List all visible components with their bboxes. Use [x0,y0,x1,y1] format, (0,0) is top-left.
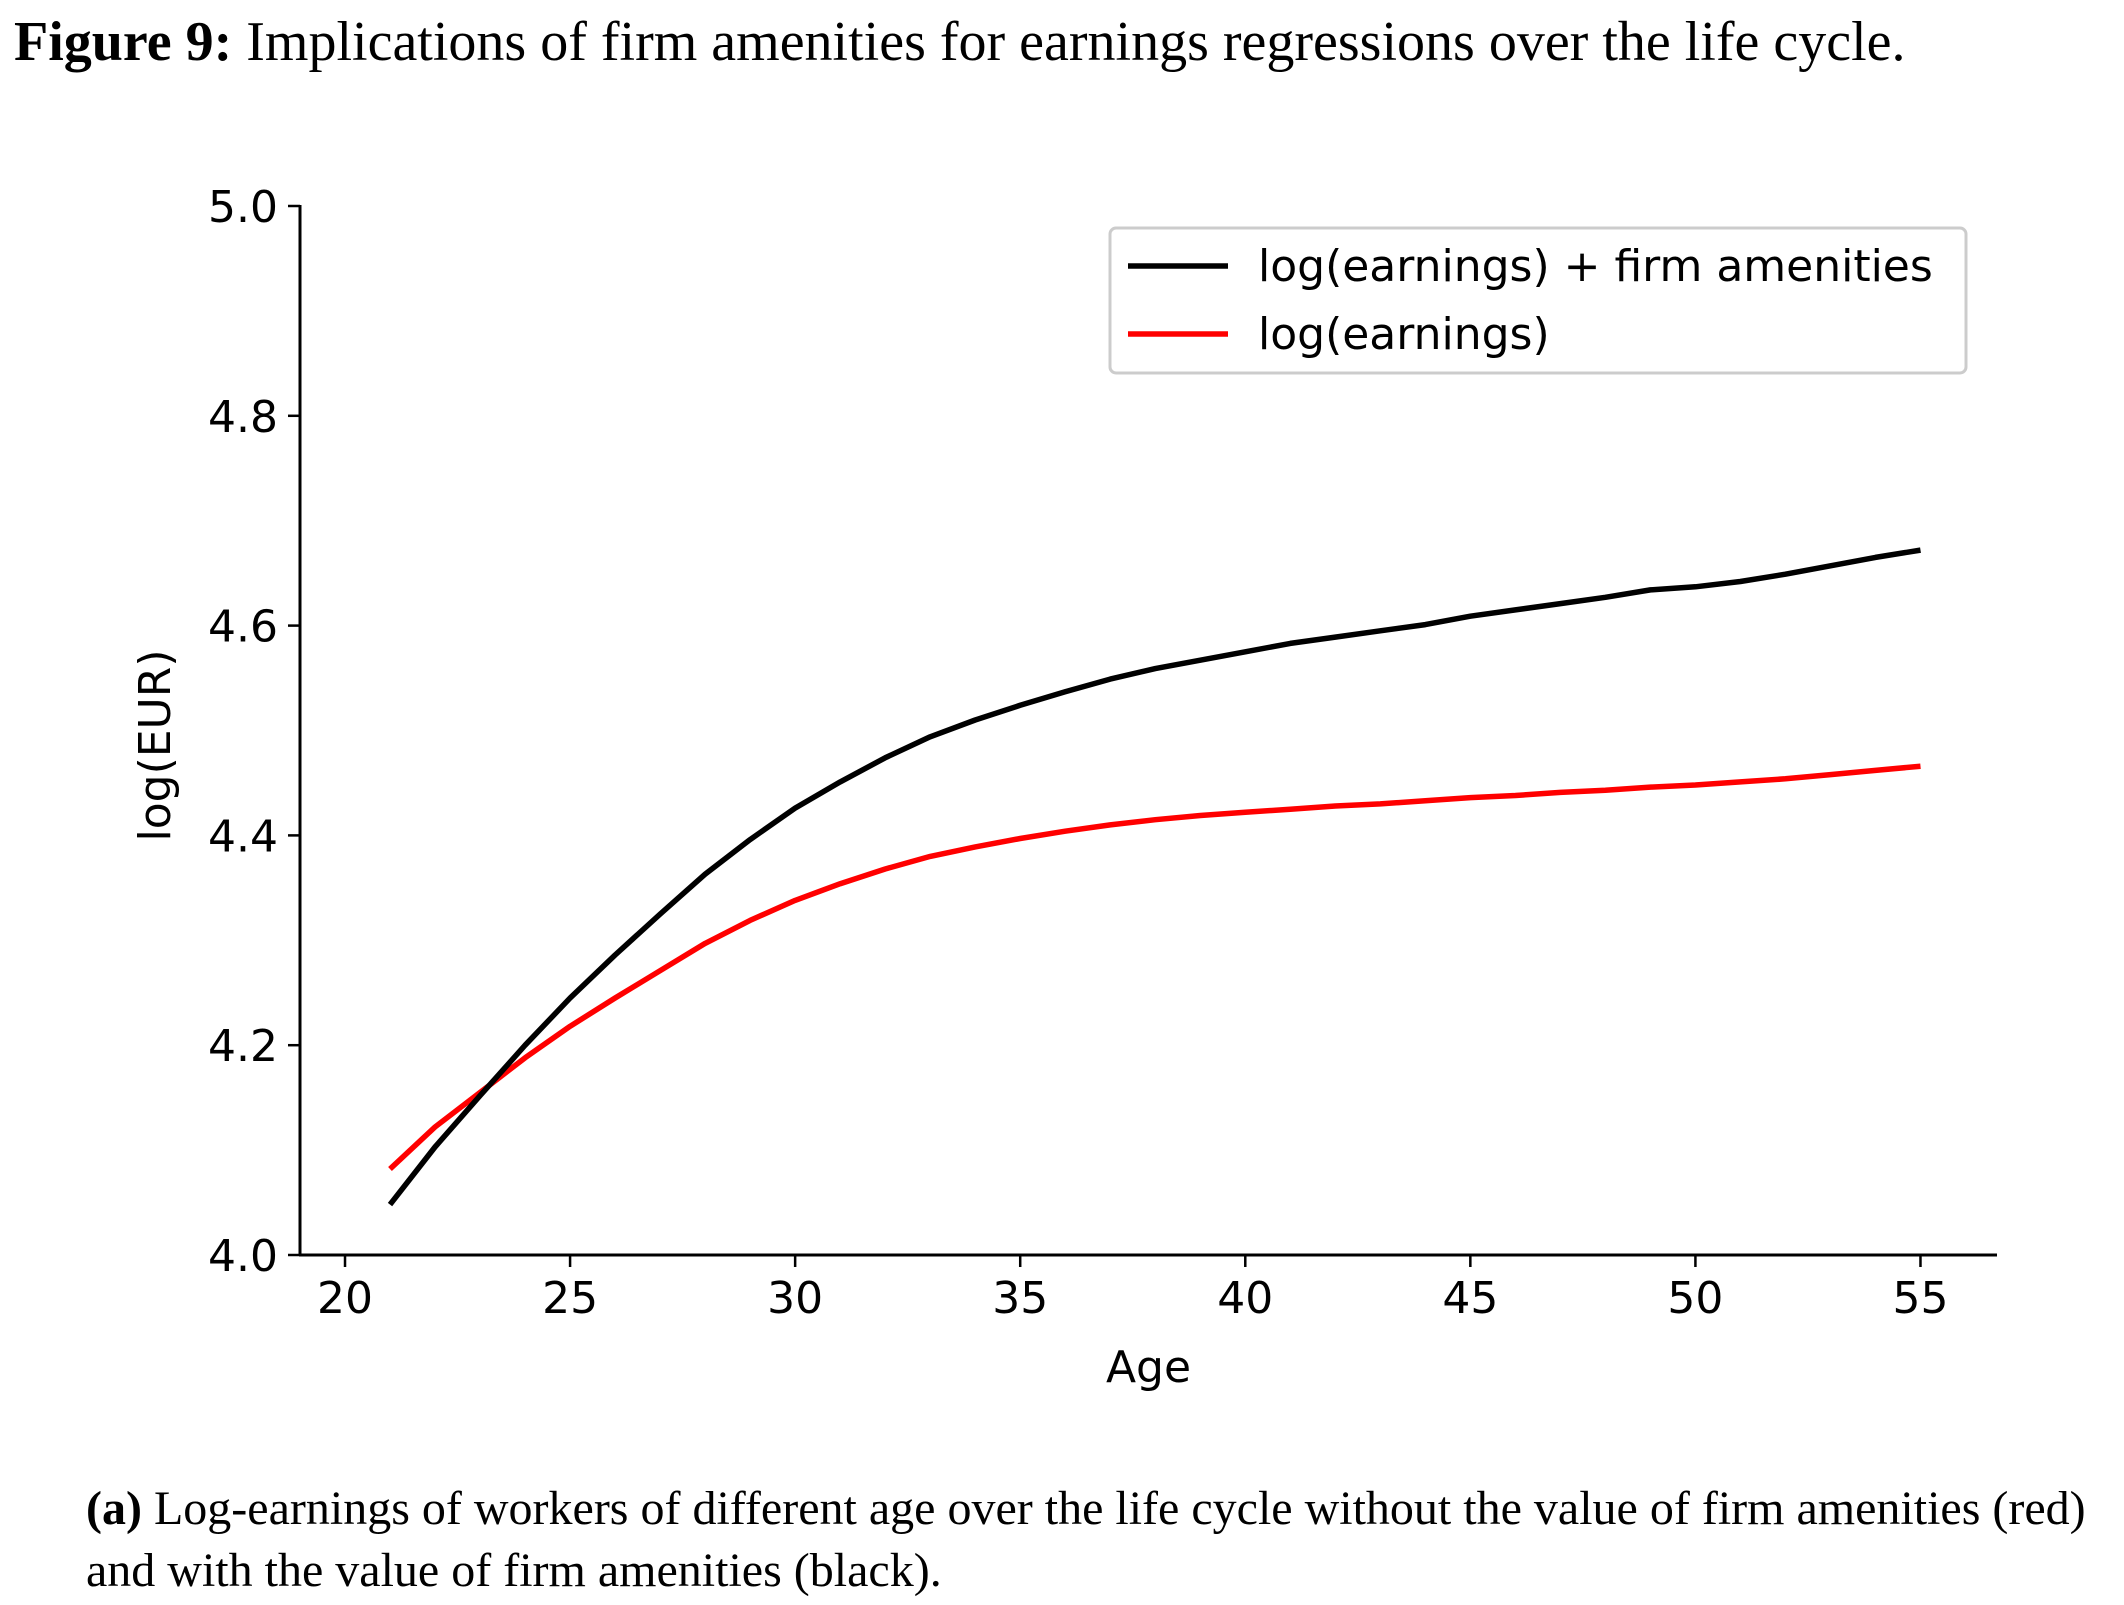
caption-text: Log-earnings of workers of different age… [86,1482,2086,1597]
axes: 20 25 30 35 40 45 50 55 4.0 4.2 4.4 4.6 4.8 5.0 Age log… [130,182,1997,1393]
y-axis-label: log(EUR) [130,650,181,842]
x-tick-label: 55 [1892,1273,1948,1324]
x-tick-label: 35 [992,1273,1048,1324]
series-line [388,763,1921,1172]
figure-label: Figure 9: [14,11,233,73]
series-lines [387,547,1921,1207]
x-tick-label: 30 [767,1273,823,1324]
x-tick-label: 25 [542,1273,598,1324]
x-tick-label: 20 [317,1273,373,1324]
line-chart: 20 25 30 35 40 45 50 55 4.0 4.2 4.4 4.6 4.8 5.0 Age log… [130,182,1997,1393]
series-line [387,547,1921,1207]
legend-entry: log(earnings) + firm amenities [1258,241,1933,292]
y-tick-label: 4.8 [208,392,278,443]
figure-caption: (a) Log-earnings of workers of different… [86,1478,2086,1602]
x-tick-label: 45 [1442,1273,1498,1324]
figure-title: Figure 9: Implications of firm amenities… [14,10,2114,74]
legend-frame [1108,226,1968,375]
y-tick-label: 5.0 [208,182,278,233]
y-tick-label: 4.2 [208,1021,278,1072]
y-tick-label: 4.6 [208,602,278,653]
x-tick-label: 50 [1667,1273,1723,1324]
x-axis-label: Age [1106,1342,1191,1393]
y-tick-label: 4.4 [208,811,278,862]
legend: log(earnings) + firm amenities log(earnin… [1108,226,1968,375]
caption-label: (a) [86,1482,142,1535]
legend-entry: log(earnings) [1258,309,1550,360]
x-tick-label: 40 [1217,1273,1273,1324]
y-tick-label: 4.0 [208,1231,278,1282]
figure-title-text: Implications of firm amenities for earni… [246,11,1906,73]
